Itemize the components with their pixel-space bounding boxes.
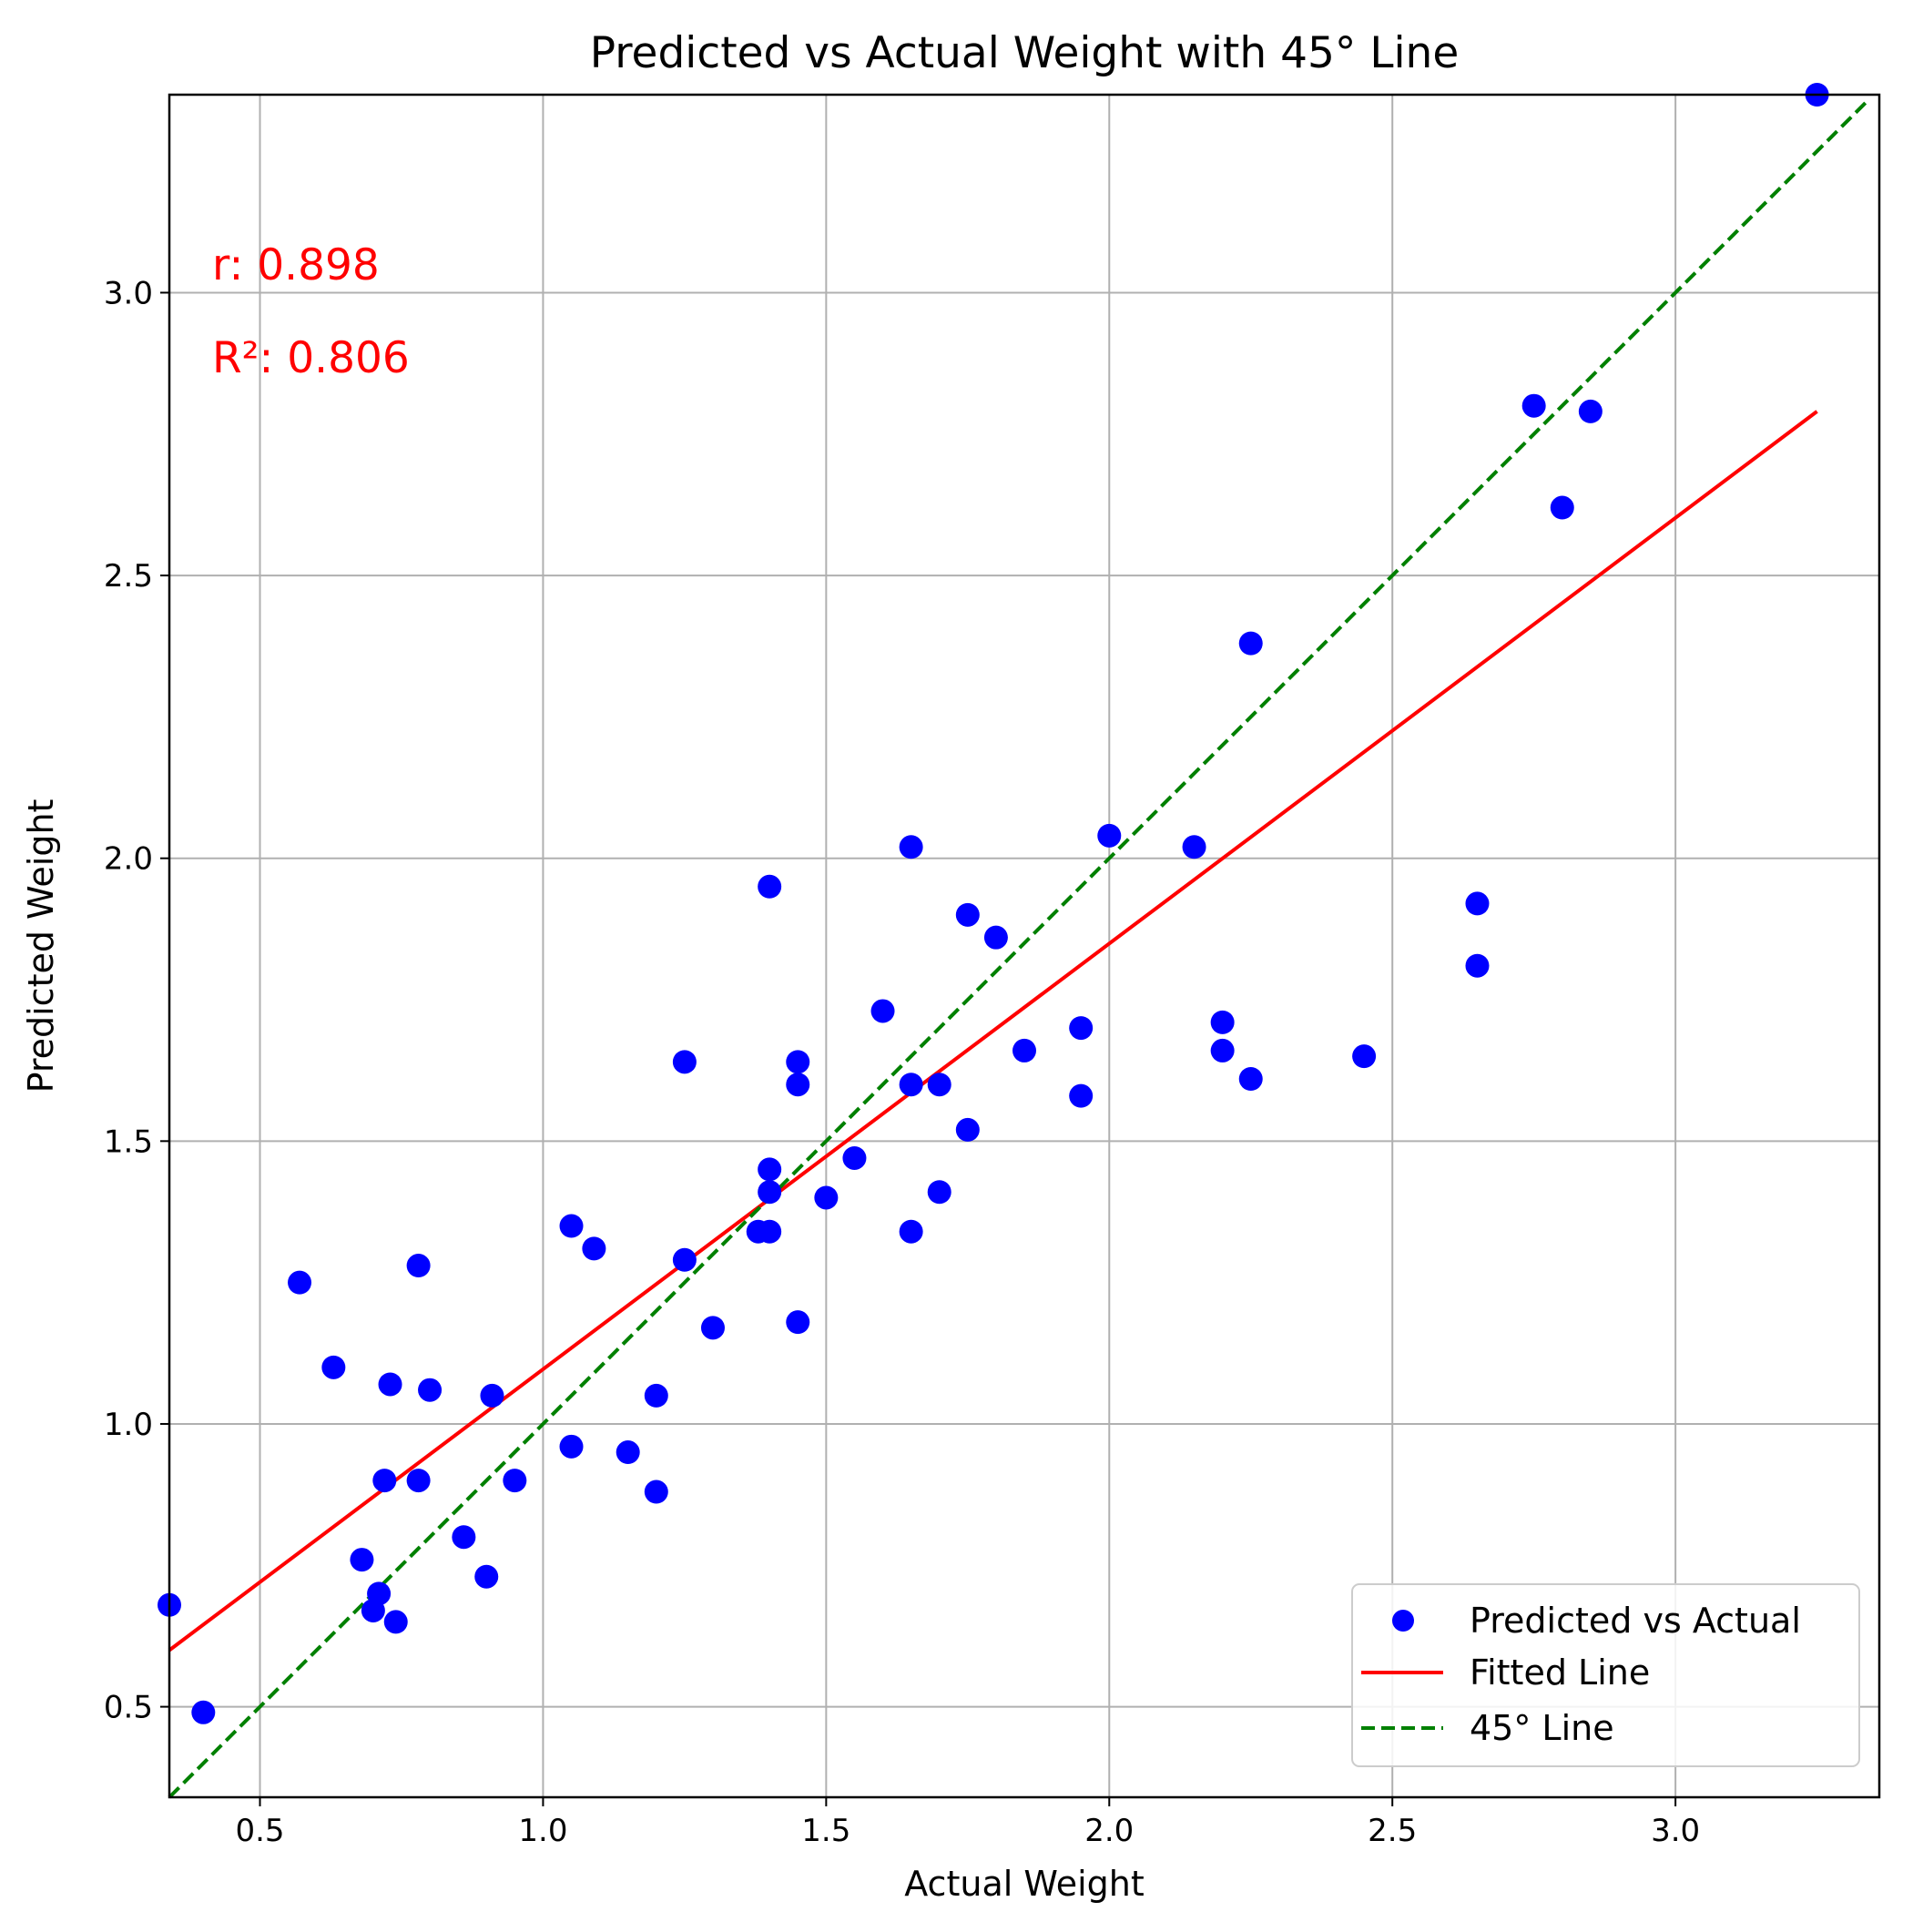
y-tick-label: 2.5 [104, 558, 153, 595]
scatter-point [644, 1480, 668, 1504]
scatter-point [927, 1073, 951, 1097]
fitted-line [168, 410, 1818, 1652]
scatter-point [644, 1383, 668, 1408]
scatter-point [899, 835, 923, 859]
y-tick-label: 1.0 [104, 1407, 153, 1443]
y-tick-label: 2.0 [104, 841, 153, 878]
scatter-point [927, 1180, 951, 1205]
scatter-point [955, 1117, 980, 1142]
scatter-point [383, 1610, 408, 1634]
scatter-point [418, 1378, 443, 1402]
scatter-point [191, 1700, 216, 1724]
scatter-point [758, 1180, 782, 1205]
scatter-point [1521, 393, 1546, 418]
scatter-point [288, 1270, 312, 1295]
scatter-point [899, 1219, 923, 1244]
scatter-point [559, 1214, 584, 1238]
x-tick-label: 1.0 [518, 1813, 567, 1849]
legend-label-scatter: Predicted vs Actual [1470, 1601, 1801, 1641]
scatter-point [1182, 835, 1206, 859]
scatter-point [321, 1355, 346, 1379]
grid [169, 95, 1879, 1797]
y-axis-label: Predicted Weight [21, 799, 61, 1093]
legend: Predicted vs Actual Fitted Line 45° Line [1351, 1583, 1860, 1767]
scatter-point [786, 1050, 810, 1074]
scatter-point [1069, 1016, 1094, 1041]
scatter-point [1238, 1066, 1263, 1091]
scatter-point [1578, 399, 1603, 423]
scatter-point [814, 1185, 839, 1210]
r-squared-annotation: R²: 0.806 [212, 333, 410, 383]
scatter-point [372, 1469, 397, 1493]
legend-label-fitted-line: Fitted Line [1470, 1652, 1650, 1693]
scatter-point [582, 1236, 606, 1261]
scatter-point [559, 1434, 584, 1459]
x-tick-label: 0.5 [235, 1813, 284, 1849]
scatter-point [367, 1581, 392, 1606]
legend-label-45-line: 45° Line [1470, 1708, 1614, 1748]
scatter-point [700, 1316, 725, 1340]
scatter-point [452, 1525, 476, 1550]
scatter-point [955, 902, 980, 927]
scatter-series [158, 83, 1829, 1724]
scatter-point [503, 1469, 527, 1493]
y-tick-label: 0.5 [104, 1690, 153, 1726]
scatter-point [1097, 823, 1122, 848]
scatter-point [786, 1310, 810, 1335]
scatter-point [1210, 1010, 1235, 1034]
scatter-point [1550, 495, 1574, 520]
axis-ticks: 0.5 1.0 1.5 2.0 2.5 3.0 0.5 1.0 1.5 2.0 2.5 3.0 [104, 275, 1700, 1849]
scatter-point [406, 1469, 431, 1493]
scatter-point [758, 1157, 782, 1182]
scatter-point [1069, 1083, 1094, 1108]
line-series [168, 98, 1869, 1799]
x-tick-label: 3.0 [1651, 1813, 1700, 1849]
scatter-point [786, 1073, 810, 1097]
scatter-point [1465, 953, 1490, 978]
legend-marker-scatter [1392, 1610, 1414, 1632]
scatter-point [758, 1219, 782, 1244]
scatter-point [899, 1073, 923, 1097]
x-tick-label: 2.0 [1084, 1813, 1134, 1849]
scatter-point [672, 1050, 697, 1074]
scatter-point [350, 1548, 374, 1572]
correlation-annotation: r: 0.898 [212, 240, 380, 290]
scatter-point [1210, 1038, 1235, 1063]
scatter-point [616, 1440, 640, 1465]
scatter-point [480, 1383, 504, 1408]
plot-frame [168, 93, 1881, 1799]
scatter-point [474, 1564, 499, 1589]
scatter-point [406, 1254, 431, 1278]
y-tick-label: 1.5 [104, 1124, 153, 1160]
x-axis-label: Actual Weight [904, 1864, 1145, 1904]
scatter-point [378, 1372, 402, 1397]
scatter-point [672, 1247, 697, 1272]
scatter-point [1352, 1044, 1377, 1069]
scatter-point [842, 1145, 867, 1170]
scatter-point [983, 925, 1008, 950]
y-tick-label: 3.0 [104, 275, 153, 311]
scatter-point [870, 999, 895, 1023]
legend-box [1351, 1583, 1860, 1767]
x-tick-label: 1.5 [801, 1813, 850, 1849]
x-tick-label: 2.5 [1368, 1813, 1417, 1849]
chart-title: Predicted vs Actual Weight with 45° Line [590, 28, 1460, 78]
scatter-point [758, 874, 782, 899]
scatter-point [1465, 891, 1490, 916]
scatter-point [1238, 631, 1263, 656]
scatter-point [1012, 1038, 1036, 1063]
